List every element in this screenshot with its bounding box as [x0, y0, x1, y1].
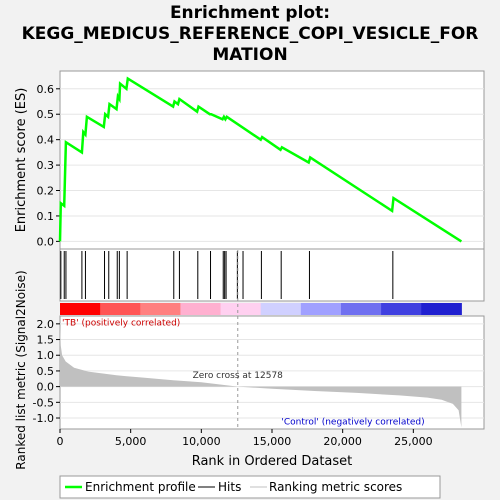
chart-title-line-3: MATION [212, 45, 287, 65]
color-bar-segment [260, 303, 302, 315]
metric-y-tick-label: 2.0 [37, 318, 55, 331]
color-bar-segment [140, 303, 181, 315]
color-bar-segment [421, 303, 462, 315]
x-axis-ticks: 0 5,000 10,000 15,000 20,000 25,000 [57, 429, 433, 448]
chart-title-line-1: Enrichment plot: [170, 3, 330, 23]
es-y-ticks: 0.0 0.1 0.2 0.3 0.4 0.5 0.6 [37, 83, 60, 248]
zero-cross-label: Zero cross at 12578 [193, 371, 284, 381]
es-y-tick-label: 0.5 [37, 108, 55, 121]
color-bar-segment [100, 303, 141, 315]
es-y-tick-label: 0.3 [37, 159, 55, 172]
hits-panel [59, 248, 485, 302]
color-bar-segment [340, 303, 382, 315]
metric-y-tick-label: 0.0 [37, 381, 55, 394]
metric-y-tick-label: -0.5 [33, 396, 54, 409]
x-tick-label: 5,000 [115, 435, 147, 448]
x-axis-label: Rank in Ordered Dataset [192, 454, 353, 469]
es-gridlines [60, 88, 484, 242]
color-bar-segment [180, 303, 222, 315]
color-bar-segment [60, 303, 101, 315]
es-y-tick-label: 0.1 [37, 210, 55, 223]
metric-y-tick-label: 1.0 [37, 349, 55, 362]
metric-y-tick-label: 1.5 [37, 334, 55, 347]
color-bar-segment [300, 303, 342, 315]
color-bar-segment [220, 303, 262, 315]
es-y-tick-label: 0.0 [37, 235, 55, 248]
x-tick-label: 0 [57, 435, 64, 448]
hit-markers [60, 251, 394, 299]
es-y-tick-label: 0.4 [37, 134, 55, 147]
color-bar-segment [381, 303, 422, 315]
ranking-color-bar [60, 303, 462, 315]
legend-hits-label: Hits [218, 480, 241, 494]
x-tick-label: 15,000 [253, 435, 292, 448]
metric-y-tick-label: 0.5 [37, 365, 55, 378]
x-tick-label: 10,000 [182, 435, 221, 448]
positive-correlation-label: 'TB' (positively correlated) [62, 318, 180, 328]
metric-panel [59, 315, 485, 430]
x-tick-label: 25,000 [394, 435, 433, 448]
es-y-tick-label: 0.6 [37, 83, 55, 96]
x-tick-label: 20,000 [323, 435, 362, 448]
enrichment-profile-line [58, 76, 463, 243]
metric-y-ticks: 2.0 1.5 1.0 0.5 0.0 -0.5 -1.0 [33, 318, 60, 425]
metric-y-axis-label: Ranked list metric (Signal2Noise) [14, 270, 28, 469]
legend-metric-label: Ranking metric scores [269, 480, 402, 494]
legend-enrichment-label: Enrichment profile [85, 480, 196, 494]
negative-correlation-label: 'Control' (negatively correlated) [281, 417, 424, 427]
es-y-tick-label: 0.2 [37, 185, 55, 198]
es-y-axis-label: Enrichment score (ES) [14, 88, 29, 233]
metric-y-tick-label: -1.0 [33, 412, 54, 425]
chart-title-line-2: KEGG_MEDICUS_REFERENCE_COPI_VESICLE_FOR [22, 24, 479, 44]
es-panel [59, 70, 485, 250]
